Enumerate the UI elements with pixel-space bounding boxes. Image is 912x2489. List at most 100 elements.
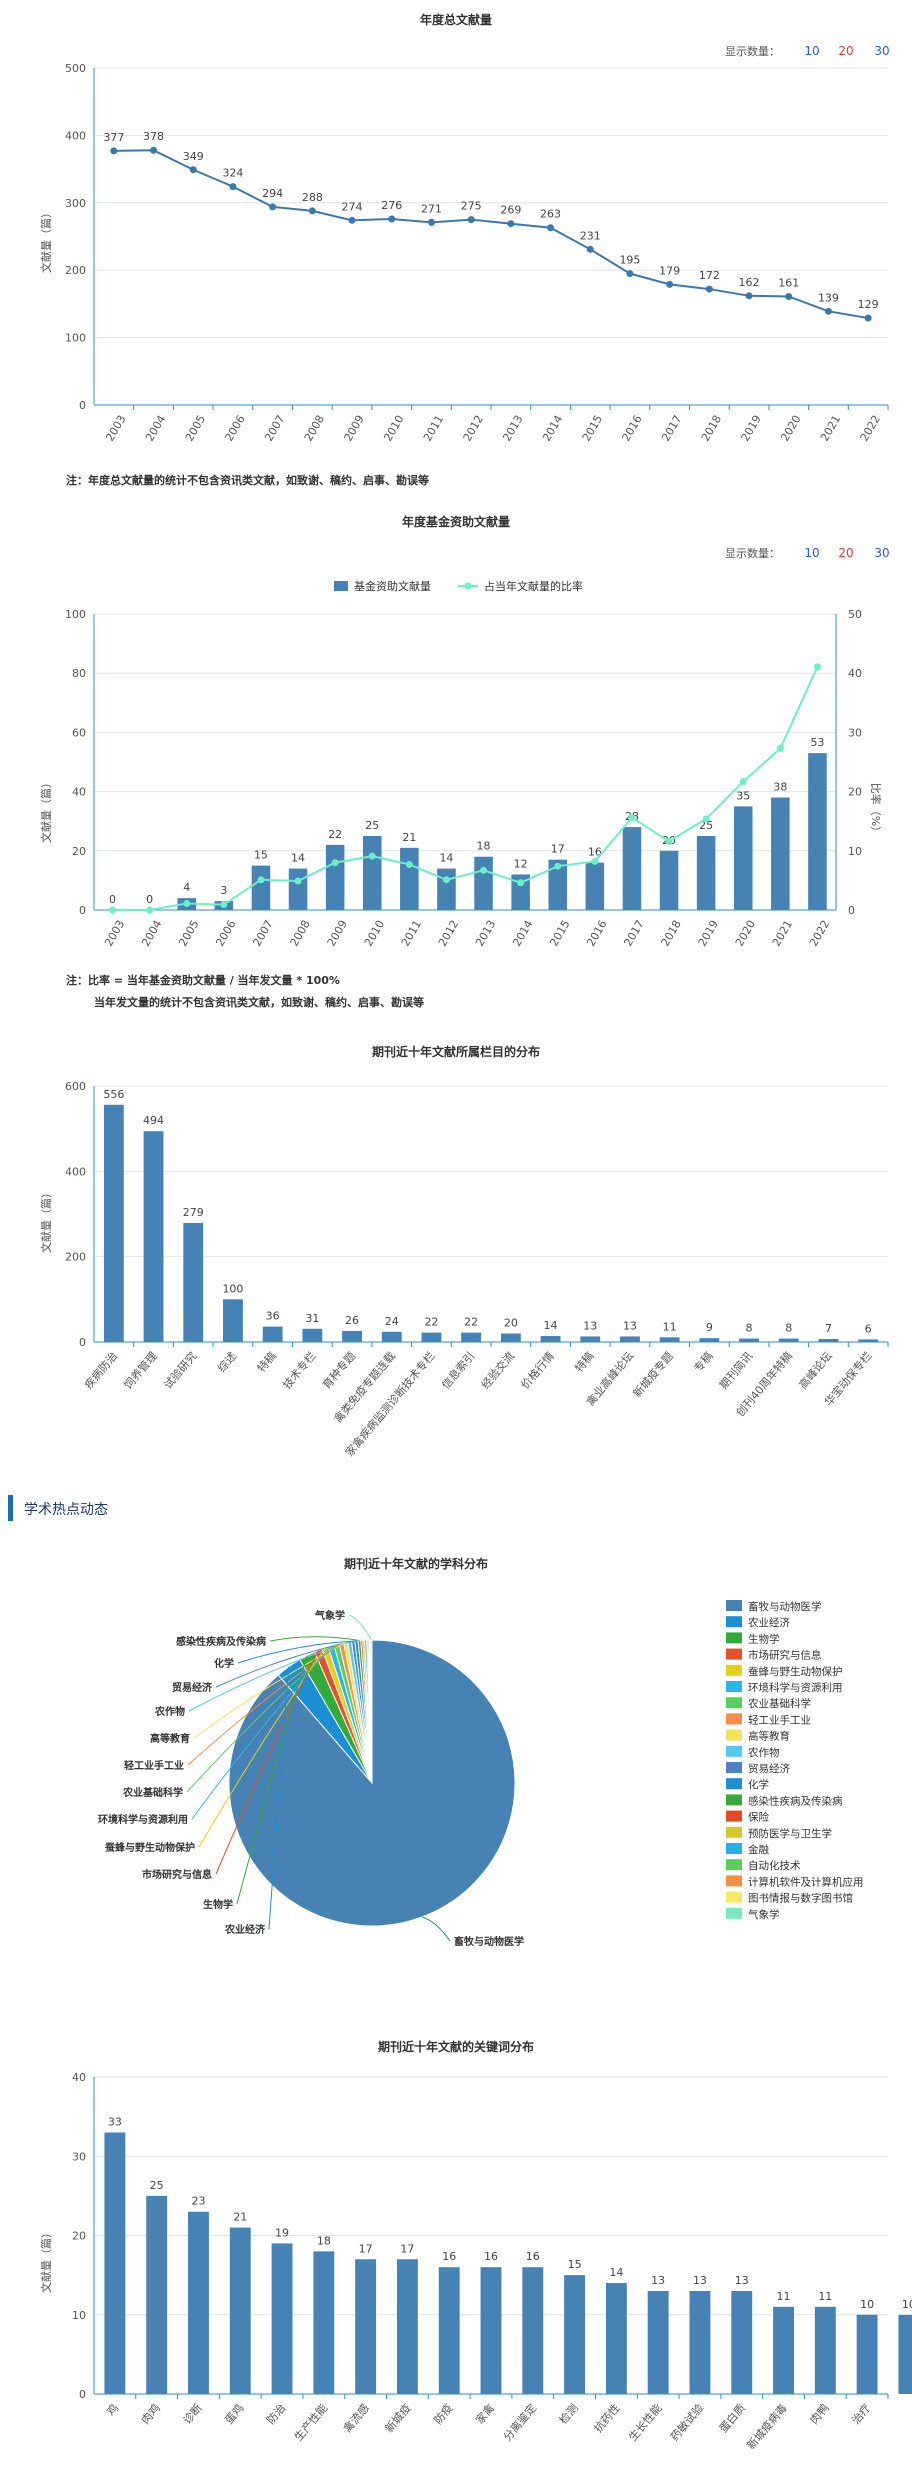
x-tick-label: 2022 <box>858 413 883 444</box>
y-axis-label: 文献量（篇） <box>39 777 53 843</box>
data-point <box>745 292 753 300</box>
chart-keyword-distribution: 期刊近十年文献的关键词分布 文献量（篇） 0 10 20 30 40 33 鸡 25 肉鸡 23 诊… <box>39 2039 912 2452</box>
data-label: 294 <box>262 187 283 200</box>
legend-swatch <box>726 1729 742 1741</box>
legend-bar-label[interactable]: 基金资助文献量 <box>354 579 431 593</box>
legend-swatch <box>726 1648 742 1660</box>
bar <box>381 1331 402 1342</box>
chart-title: 期刊近十年文献的学科分布 <box>344 1556 488 1571</box>
x-tick-label: 2021 <box>818 413 843 444</box>
bar <box>733 806 753 910</box>
ratio-point <box>183 899 191 907</box>
bar <box>461 1332 482 1342</box>
y-tick-label: 40 <box>72 786 86 799</box>
data-label: 6 <box>865 1322 872 1335</box>
bar <box>511 874 530 910</box>
legend-label: 畜牧与动物医学 <box>748 1600 822 1613</box>
bar <box>778 1338 799 1342</box>
x-tick-label: 专稿 <box>691 1349 716 1375</box>
pie-leader-line <box>191 1645 332 1820</box>
data-label: 13 <box>735 2274 749 2287</box>
bar <box>731 2290 753 2394</box>
y-tick-label: 40 <box>72 2071 86 2084</box>
x-tick-label: 肉鸡 <box>138 2401 163 2427</box>
chart-annual-total: 年度总文献量 显示数量： 10 20 30 文献量（篇） 0 100 200 300 4… <box>39 12 890 444</box>
data-point <box>586 245 594 253</box>
x-tick-label: 2009 <box>342 413 367 444</box>
x-tick-label: 期刊简讯 <box>716 1349 755 1392</box>
bar <box>223 1299 243 1342</box>
display-option-10[interactable]: 10 <box>804 44 819 58</box>
ratio-point <box>813 663 821 671</box>
x-tick-label: 2013 <box>500 413 525 444</box>
legend-swatch <box>726 1632 742 1644</box>
ratio-point <box>109 906 117 914</box>
y-tick-label: 20 <box>72 2230 86 2243</box>
x-tick-label: 2020 <box>733 918 758 949</box>
data-label: 8 <box>785 1322 792 1335</box>
bar <box>262 1326 283 1342</box>
display-option-20[interactable]: 20 <box>838 546 853 560</box>
data-label: 275 <box>461 200 482 213</box>
data-point <box>467 216 475 224</box>
data-label: 13 <box>651 2274 665 2287</box>
bar <box>522 2267 544 2394</box>
pie-label: 气象学 <box>314 1609 345 1622</box>
y-tick-label: 200 <box>65 1251 86 1264</box>
data-label: 21 <box>402 831 416 844</box>
pie-leader-line <box>348 1614 372 1641</box>
bar <box>808 753 827 910</box>
bar <box>342 1330 362 1342</box>
bar <box>288 868 308 910</box>
display-option-30[interactable]: 30 <box>874 546 889 560</box>
data-label: 17 <box>359 2242 373 2255</box>
bar <box>771 797 790 910</box>
data-label: 15 <box>568 2258 582 2271</box>
y-tick-label: 20 <box>72 845 86 858</box>
data-label: 16 <box>484 2250 498 2263</box>
data-label: 24 <box>385 1315 399 1328</box>
pie-label: 市场研究与信息 <box>142 1868 212 1881</box>
bar <box>739 1338 759 1342</box>
pie-label: 环境科学与资源利用 <box>98 1813 188 1826</box>
data-point <box>705 285 713 293</box>
bar <box>580 1336 601 1342</box>
data-point <box>229 183 237 191</box>
bar <box>699 1338 720 1342</box>
ratio-point <box>146 906 154 914</box>
pie-label: 化学 <box>214 1657 234 1670</box>
display-option-20[interactable]: 20 <box>838 44 853 58</box>
y-tick-label: 60 <box>72 726 86 739</box>
display-count-label: 显示数量： <box>725 547 780 560</box>
bar <box>103 1104 124 1342</box>
data-label: 8 <box>746 1322 753 1335</box>
legend-label: 自动化技术 <box>748 1859 801 1872</box>
legend-line-label[interactable]: 占当年文献量的比率 <box>484 579 583 593</box>
bar <box>146 2195 168 2394</box>
pie-label: 贸易经济 <box>172 1681 213 1694</box>
data-label: 279 <box>183 1206 204 1219</box>
legend-swatch <box>726 1778 742 1790</box>
x-tick-label: 试验研究 <box>161 1349 200 1392</box>
legend-label: 轻工业手工业 <box>748 1713 811 1726</box>
data-point <box>666 280 674 288</box>
bar <box>355 2259 377 2394</box>
data-label: 288 <box>302 191 323 204</box>
y2-tick-label: 40 <box>848 667 862 680</box>
ratio-point <box>591 857 599 865</box>
data-label: 172 <box>699 269 720 282</box>
x-tick-label: 2012 <box>461 413 486 444</box>
x-tick-label: 防疫 <box>431 2401 456 2427</box>
bar <box>540 1336 561 1342</box>
data-label: 10 <box>902 2298 912 2311</box>
pie-label: 畜牧与动物医学 <box>454 1935 524 1948</box>
y-tick-label: 600 <box>65 1080 86 1093</box>
display-option-30[interactable]: 30 <box>874 44 889 58</box>
display-option-10[interactable]: 10 <box>804 546 819 560</box>
bar <box>143 1131 164 1342</box>
y-tick-label: 500 <box>65 62 86 75</box>
x-tick-label: 特稿 <box>254 1349 279 1375</box>
y-tick-label: 400 <box>65 1165 86 1178</box>
legend-swatch-bar[interactable] <box>334 581 348 591</box>
x-tick-label: 2019 <box>739 413 764 444</box>
